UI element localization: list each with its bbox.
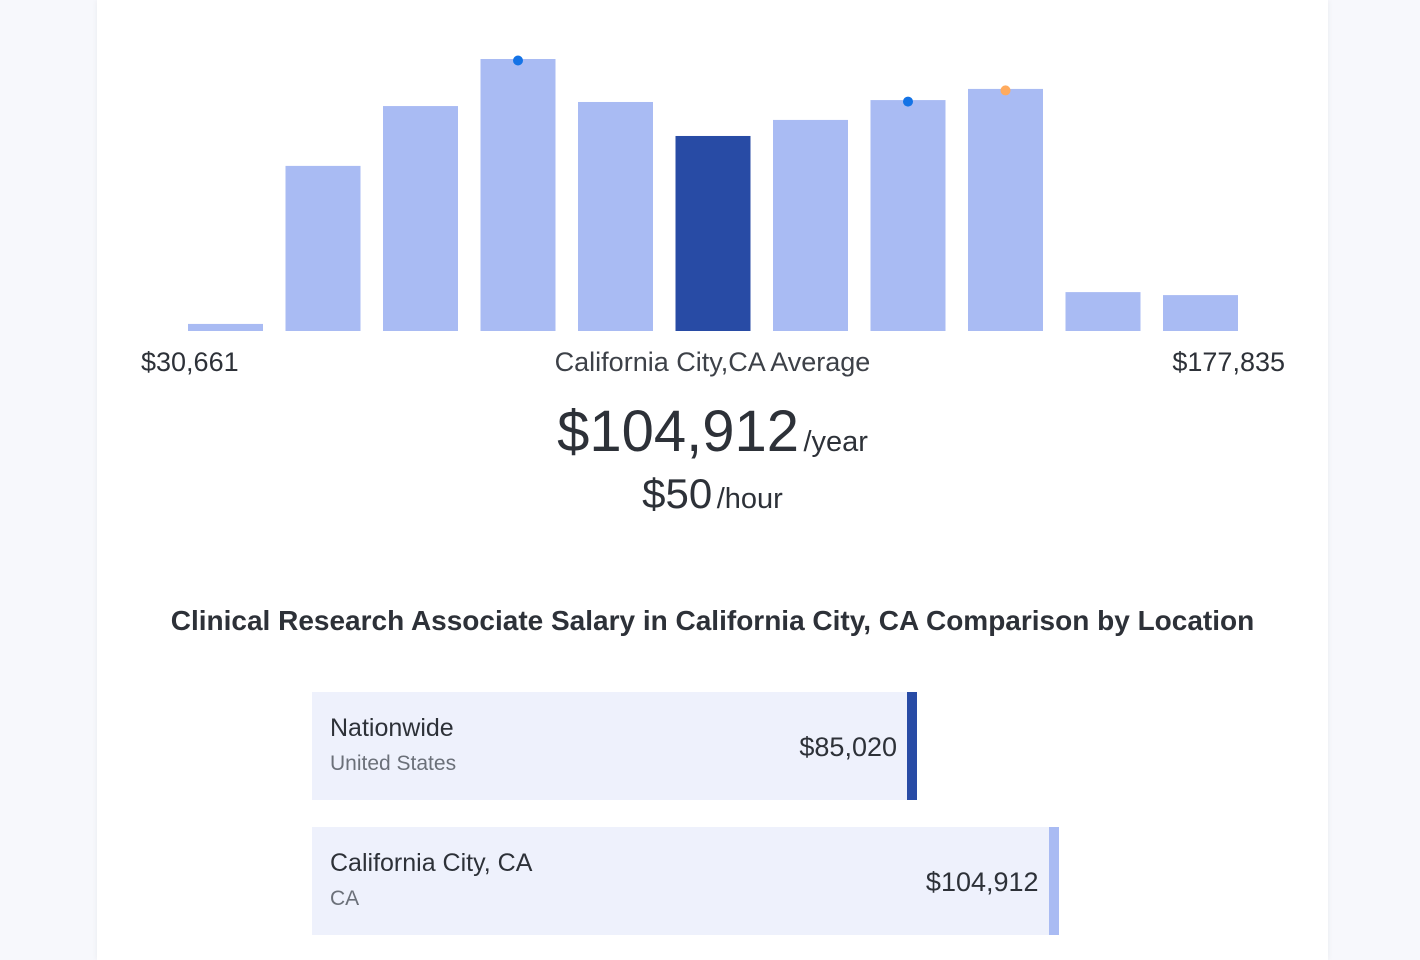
histogram-bar bbox=[285, 165, 361, 331]
location-salary: $104,912 bbox=[925, 867, 1039, 897]
histogram-bar bbox=[870, 100, 946, 332]
bar-edge bbox=[1048, 827, 1059, 935]
yearly-value: $104,912 bbox=[557, 399, 799, 464]
histogram-bar bbox=[383, 106, 458, 331]
histogram-marker bbox=[903, 96, 913, 107]
histogram-bar bbox=[773, 119, 848, 331]
histogram-marker bbox=[513, 55, 523, 66]
min-salary-label: $30,661 bbox=[141, 347, 239, 377]
hourly-unit: /hour bbox=[716, 483, 783, 515]
histogram-bar bbox=[968, 88, 1043, 331]
location-name: Nationwide bbox=[330, 714, 454, 742]
location-name: California City, CA bbox=[330, 849, 533, 877]
histogram-bar bbox=[480, 59, 556, 331]
yearly-salary: $104,912 /year bbox=[97, 398, 1328, 465]
location-sub: United States bbox=[330, 752, 457, 775]
location-sub: CA bbox=[330, 887, 360, 910]
histogram-bar bbox=[578, 101, 653, 331]
histogram-marker bbox=[1000, 85, 1011, 96]
hourly-value: $50 bbox=[642, 470, 713, 517]
comparison-title: Clinical Research Associate Salary in Ca… bbox=[170, 605, 1255, 636]
histogram-bar bbox=[188, 323, 263, 331]
salary-card: $30,661 California City,CA Average $177,… bbox=[97, 0, 1328, 960]
bar-edge bbox=[907, 692, 917, 800]
salary-histogram bbox=[188, 55, 1238, 332]
histogram-bar-average bbox=[675, 135, 751, 331]
comparison-row-nationwide: Nationwide United States $85,020 bbox=[312, 692, 917, 800]
location-salary: $85,020 bbox=[799, 732, 897, 762]
histogram-bar bbox=[1163, 295, 1238, 331]
max-salary-label: $177,835 bbox=[1172, 347, 1285, 377]
hourly-salary: $50 /hour bbox=[97, 470, 1328, 518]
histogram-bar bbox=[1065, 292, 1141, 331]
average-label: California City,CA Average bbox=[554, 347, 871, 377]
comparison-row-california-city: California City, CA CA $104,912 bbox=[312, 827, 1059, 935]
yearly-unit: /year bbox=[803, 426, 868, 458]
